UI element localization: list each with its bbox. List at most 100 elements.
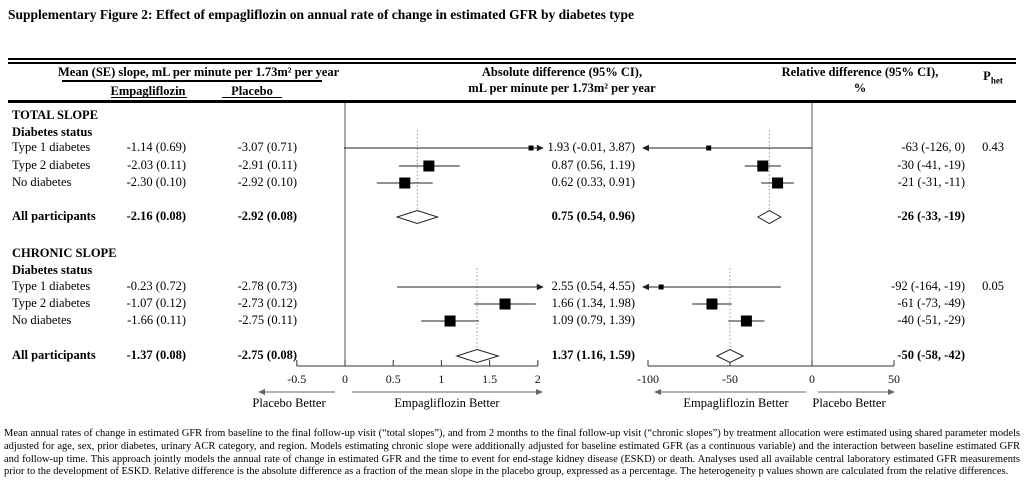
row-cell-rel_text: -92 (-164, -19) [891,279,965,293]
summary-cell-label: All participants [12,209,96,223]
summary-diamond [756,209,782,225]
column-header-placebo: Placebo [231,84,273,98]
row-cell-placebo: -2.73 (0.12) [237,296,297,310]
column-header-p-het: Phet [963,69,1023,89]
section-title-chronic-slope: CHRONIC SLOPE [12,246,117,260]
relative-plot-right-direction-label: Placebo Better [812,396,886,410]
summary-cell-placebo: -2.75 (0.08) [237,348,297,362]
summary-cell-empa: -2.16 (0.08) [126,209,186,223]
summary-cell-abs_text: 0.75 (0.54, 0.96) [551,209,635,223]
summary-cell-rel_text: -50 (-58, -42) [897,348,965,362]
header-bottom-rule [8,100,1016,103]
direction-arrow-right-head [888,389,895,395]
row-cell-label: No diabetes [12,175,72,189]
column-header-absolute-difference: Absolute difference (95% CI), mL per min… [407,65,717,96]
point-estimate-marker [757,160,769,172]
ci-arrow-left [642,144,649,152]
summary-diamond [455,348,500,364]
axis-tick-label: -0.5 [287,372,306,386]
axis-tick-label: 0.5 [386,372,401,386]
header-top-rule-inner [8,62,1016,64]
section-subheading-chronic: Diabetes status [12,263,93,277]
axis-tick-label: -50 [722,372,738,386]
section-title-total-slope: TOTAL SLOPE [12,108,99,122]
absolute-plot-right-direction-label: Empagliflozin Better [394,396,500,410]
row-cell-empa: -2.03 (0.11) [127,158,186,172]
column-header-relative-difference: Relative difference (95% CI), % [735,65,985,96]
mean-slope-underline [62,80,322,82]
point-estimate-marker [772,177,784,189]
summary-cell-label: All participants [12,348,96,362]
relative-difference-header-line1: Relative difference (95% CI), [781,65,939,79]
relative-plot-left-direction-label: Empagliflozin Better [683,396,789,410]
axis-tick-label: 1 [438,372,444,386]
point-estimate-marker [423,160,435,172]
point-estimate-marker [444,315,456,327]
point-estimate-marker [706,145,712,151]
figure-title: Supplementary Figure 2: Effect of empagl… [8,7,634,22]
axis-tick-label: 0 [342,372,348,386]
row-cell-placebo: -3.07 (0.71) [237,140,297,154]
row-cell-label: No diabetes [12,313,72,327]
summary-cell-placebo: -2.92 (0.08) [237,209,297,223]
row-cell-abs_text: 1.66 (1.34, 1.98) [551,296,635,310]
absolute-difference-header-line1: Absolute difference (95% CI), [481,65,643,79]
point-estimate-marker [658,284,664,290]
row-cell-abs_text: 0.87 (0.56, 1.19) [551,158,635,172]
section-subheading-total: Diabetes status [12,125,93,139]
summary-cell-abs_text: 1.37 (1.16, 1.59) [551,348,635,362]
point-estimate-marker [706,298,718,310]
row-cell-label: Type 1 diabetes [12,279,91,293]
row-cell-empa: -1.14 (0.69) [126,140,186,154]
row-cell-rel_text: -30 (-41, -19) [897,158,965,172]
summary-cell-empa: -1.37 (0.08) [126,348,186,362]
ci-arrow-left [642,283,649,291]
row-cell-p: 0.05 [982,279,1004,293]
summary-cell-rel_text: -26 (-33, -19) [897,209,965,223]
point-estimate-marker [399,177,411,189]
row-cell-abs_text: 2.55 (0.54, 4.55) [551,279,635,293]
row-cell-abs_text: 1.09 (0.79, 1.39) [551,313,635,327]
point-estimate-marker [499,298,511,310]
column-header-empagliflozin: Empagliflozin [110,84,186,98]
direction-arrow-right-head [536,389,543,395]
row-cell-empa: -0.23 (0.72) [126,279,186,293]
axis-tick-label: 2 [535,372,541,386]
p-het-base: P [983,69,991,83]
row-cell-placebo: -2.91 (0.11) [238,158,297,172]
relative-difference-header-line2: % [853,80,867,95]
column-group-header-mean-slope: Mean (SE) slope, mL per minute per 1.73m… [58,65,340,79]
row-cell-rel_text: -63 (-126, 0) [901,140,965,154]
row-cell-empa: -1.66 (0.11) [127,313,186,327]
row-cell-label: Type 2 diabetes [12,158,91,172]
direction-arrow-left-head [258,389,265,395]
row-cell-rel_text: -61 (-73, -49) [897,296,965,310]
axis-tick-label: 50 [888,372,900,386]
row-cell-abs_text: 0.62 (0.33, 0.91) [551,175,635,189]
axis-tick-label: 0 [809,372,815,386]
row-cell-abs_text: 1.93 (-0.01, 3.87) [547,140,636,154]
row-cell-placebo: -2.75 (0.11) [238,313,297,327]
absolute-plot-left-direction-label: Placebo Better [252,396,326,410]
axis-tick-label: 1.5 [482,372,497,386]
absolute-difference-header-line2: mL per minute per 1.73m² per year [468,80,656,95]
row-cell-p: 0.43 [982,140,1004,154]
figure-footnote: Mean annual rates of change in estimated… [4,428,1020,478]
p-het-subscript: het [990,75,1003,86]
row-cell-empa: -1.07 (0.12) [126,296,186,310]
summary-diamond [395,209,440,225]
placebo-underline [222,97,282,98]
row-cell-label: Type 2 diabetes [12,296,91,310]
axis-tick-label: -100 [637,372,659,386]
empagliflozin-underline [111,97,187,98]
header-top-rule-outer [8,58,1016,60]
row-cell-placebo: -2.78 (0.73) [237,279,297,293]
row-cell-rel_text: -40 (-51, -29) [897,313,965,327]
row-cell-label: Type 1 diabetes [12,140,91,154]
summary-diamond [715,348,745,364]
row-cell-rel_text: -21 (-31, -11) [897,175,965,189]
point-estimate-marker [740,315,752,327]
row-cell-placebo: -2.92 (0.10) [237,175,297,189]
row-cell-empa: -2.30 (0.10) [126,175,186,189]
